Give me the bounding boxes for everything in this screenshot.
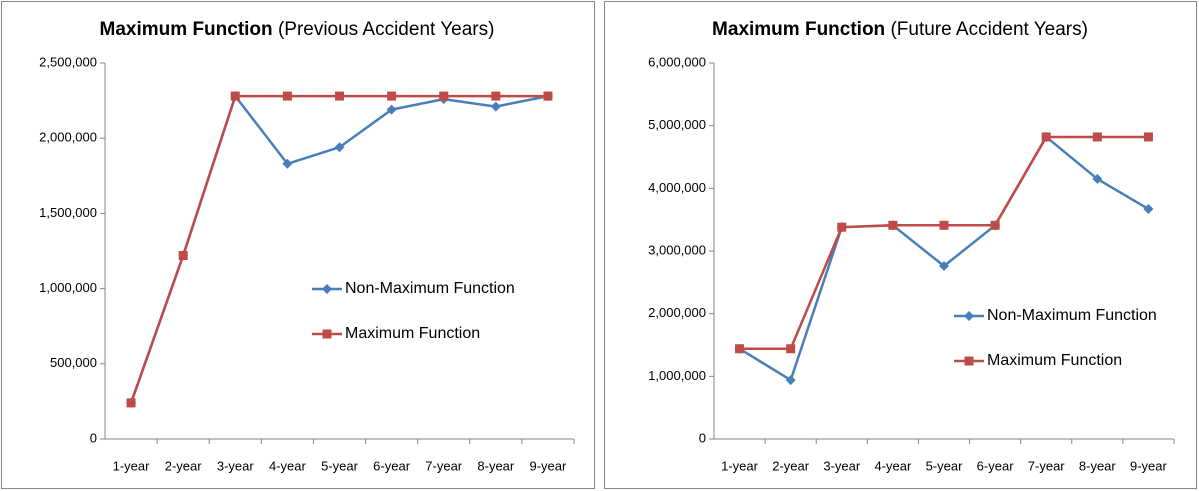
y-tick-label: 2,500,000: [39, 54, 97, 69]
y-tick-label: 1,500,000: [39, 205, 97, 220]
x-tick-label: 5-year: [321, 458, 359, 473]
marker: [735, 344, 745, 354]
y-tick-label: 1,000,000: [648, 368, 706, 383]
marker: [230, 91, 240, 101]
marker: [490, 101, 501, 112]
x-tick-label: 2-year: [772, 458, 810, 473]
marker: [322, 329, 332, 339]
x-tick-label: 1-year: [113, 458, 151, 473]
marker: [491, 91, 501, 101]
marker: [387, 91, 397, 101]
marker: [1092, 132, 1102, 142]
title-main: Maximum Function: [712, 19, 890, 40]
chart-panel: [1, 1, 595, 489]
x-tick-label: 6-year: [977, 458, 1015, 473]
marker: [1143, 204, 1154, 215]
marker: [386, 104, 397, 115]
x-tick-label: 3-year: [823, 458, 861, 473]
chart-panel: [604, 1, 1197, 489]
marker: [1041, 132, 1051, 142]
x-tick-label: 8-year: [1079, 458, 1117, 473]
x-tick-label: 9-year: [1130, 458, 1168, 473]
x-tick-label: 9-year: [530, 458, 568, 473]
y-tick-label: 0: [90, 430, 97, 445]
marker: [543, 91, 553, 101]
marker: [282, 158, 293, 169]
y-tick-label: 5,000,000: [648, 117, 706, 132]
title-main: Maximum Function: [100, 19, 278, 40]
marker: [335, 91, 344, 101]
y-tick-label: 500,000: [50, 355, 97, 370]
marker: [178, 251, 188, 261]
x-tick-label: 4-year: [874, 458, 912, 473]
x-tick-label: 5-year: [926, 458, 964, 473]
x-tick-label: 8-year: [477, 458, 515, 473]
x-tick-label: 7-year: [1028, 458, 1066, 473]
marker: [939, 261, 949, 272]
marker: [334, 142, 345, 153]
x-tick-label: 4-year: [269, 458, 307, 473]
marker: [126, 398, 136, 408]
y-tick-label: 6,000,000: [648, 54, 706, 69]
legend-label: Maximum Function: [345, 325, 480, 342]
marker: [888, 220, 898, 230]
marker: [1143, 132, 1153, 142]
y-tick-label: 1,000,000: [39, 280, 97, 295]
marker: [282, 91, 292, 101]
y-tick-label: 2,000,000: [39, 130, 97, 145]
x-tick-label: 3-year: [217, 458, 255, 473]
marker: [964, 356, 974, 366]
marker: [785, 375, 796, 386]
y-tick-label: 0: [699, 430, 706, 445]
legend-label: Maximum Function: [987, 352, 1122, 369]
x-tick-label: 1-year: [721, 458, 759, 473]
legend-label: Non-Maximum Function: [345, 280, 515, 297]
marker: [990, 220, 1000, 230]
chart-title: Maximum Function (Previous Accident Year…: [100, 19, 495, 40]
marker: [439, 91, 449, 101]
legend-label: Non-Maximum Function: [987, 307, 1157, 324]
x-tick-label: 6-year: [373, 458, 411, 473]
chart-title: Maximum Function (Future Accident Years): [712, 19, 1088, 40]
marker: [837, 222, 847, 232]
marker: [964, 311, 974, 321]
marker: [786, 344, 796, 354]
marker: [322, 284, 332, 294]
title-sub: (Future Accident Years): [890, 19, 1088, 40]
title-sub: (Previous Accident Years): [278, 19, 495, 40]
marker: [939, 220, 949, 230]
y-tick-label: 4,000,000: [648, 180, 706, 195]
x-tick-label: 2-year: [165, 458, 203, 473]
marker: [1092, 173, 1103, 184]
y-tick-label: 2,000,000: [648, 305, 706, 320]
y-tick-label: 3,000,000: [648, 242, 706, 257]
x-tick-label: 7-year: [425, 458, 463, 473]
